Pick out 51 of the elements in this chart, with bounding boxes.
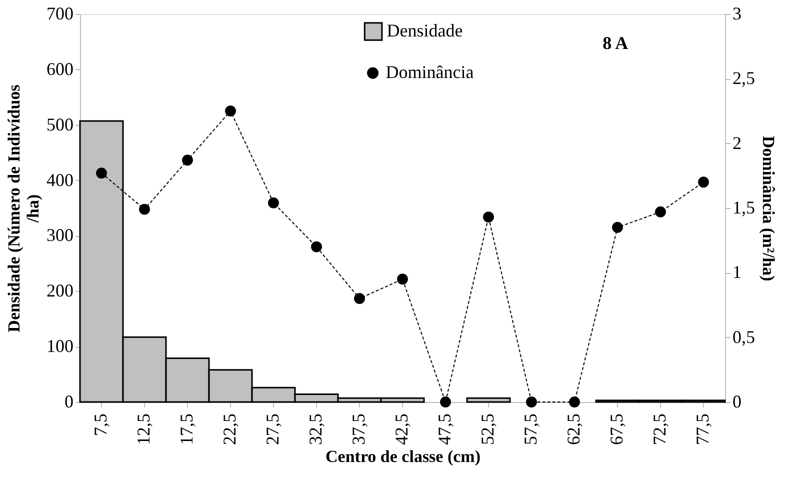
x-tick-label: 47,5 (434, 414, 454, 445)
y-tick-label: 0 (64, 392, 74, 412)
x-tick-label: 22,5 (220, 414, 240, 445)
legend-label: Dominância (386, 62, 474, 82)
y-tick-label: 700 (46, 4, 74, 24)
x-tick-label: 62,5 (564, 414, 584, 445)
legend-label: Densidade (386, 20, 463, 40)
point (268, 197, 279, 208)
y-tick-label: 100 (46, 336, 74, 356)
x-tick-label: 57,5 (520, 414, 540, 445)
point (225, 106, 236, 116)
point (483, 212, 494, 223)
point (397, 274, 408, 285)
y-axis-title: Densidade (Número de Indivíduos /ha) (4, 84, 42, 332)
y-tick-label: 600 (46, 58, 74, 79)
y-tick-label: 200 (46, 280, 74, 301)
x-tick-label: 72,5 (650, 414, 670, 445)
point (526, 396, 537, 408)
x-tick-label: 12,5 (134, 414, 154, 445)
annotation: 8 A (602, 33, 628, 53)
x-tick-label: 37,5 (348, 414, 368, 445)
point (96, 168, 107, 179)
point (311, 241, 322, 252)
y-tick-label: 500 (46, 114, 74, 134)
y-tick-label: 300 (46, 225, 74, 246)
point (182, 154, 193, 166)
x-tick-label: 67,5 (606, 414, 626, 445)
x-tick-label: 42,5 (392, 414, 412, 445)
y2-tick-label: 0 (732, 392, 742, 412)
point (569, 396, 580, 408)
y2-tick-label: 2,5 (732, 68, 755, 88)
point (612, 222, 623, 233)
x-axis-title: Centro de classe (cm) (325, 447, 481, 466)
y2-tick-label: 3 (732, 4, 742, 24)
x-tick-label: 32,5 (306, 414, 326, 445)
point (655, 206, 666, 218)
y2-tick-label: 1,5 (732, 198, 755, 218)
x-tick-label: 77,5 (692, 414, 712, 445)
point (698, 176, 709, 188)
point (354, 293, 365, 304)
y2-axis-title: Dominância (m²/ha) (759, 136, 778, 282)
y-tick-label: 400 (46, 170, 74, 190)
point (440, 396, 451, 408)
y2-tick-label: 1 (732, 262, 742, 282)
x-tick-label: 27,5 (262, 414, 282, 445)
y2-tick-label: 2 (732, 132, 742, 153)
x-tick-label: 17,5 (176, 414, 196, 445)
x-tick-label: 52,5 (478, 414, 498, 445)
point (139, 204, 150, 215)
x-tick-label: 7,5 (90, 414, 110, 436)
y2-tick-label: 0,5 (732, 326, 755, 347)
